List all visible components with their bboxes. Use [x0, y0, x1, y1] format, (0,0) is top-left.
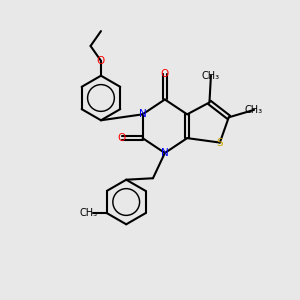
Text: N: N: [139, 109, 146, 119]
Text: O: O: [97, 56, 105, 66]
Text: S: S: [217, 138, 223, 148]
Text: N: N: [161, 148, 169, 158]
Text: O: O: [161, 69, 169, 79]
Text: O: O: [118, 133, 126, 143]
Text: CH₃: CH₃: [245, 105, 263, 115]
Text: CH₃: CH₃: [202, 71, 220, 81]
Text: CH₃: CH₃: [79, 208, 97, 218]
